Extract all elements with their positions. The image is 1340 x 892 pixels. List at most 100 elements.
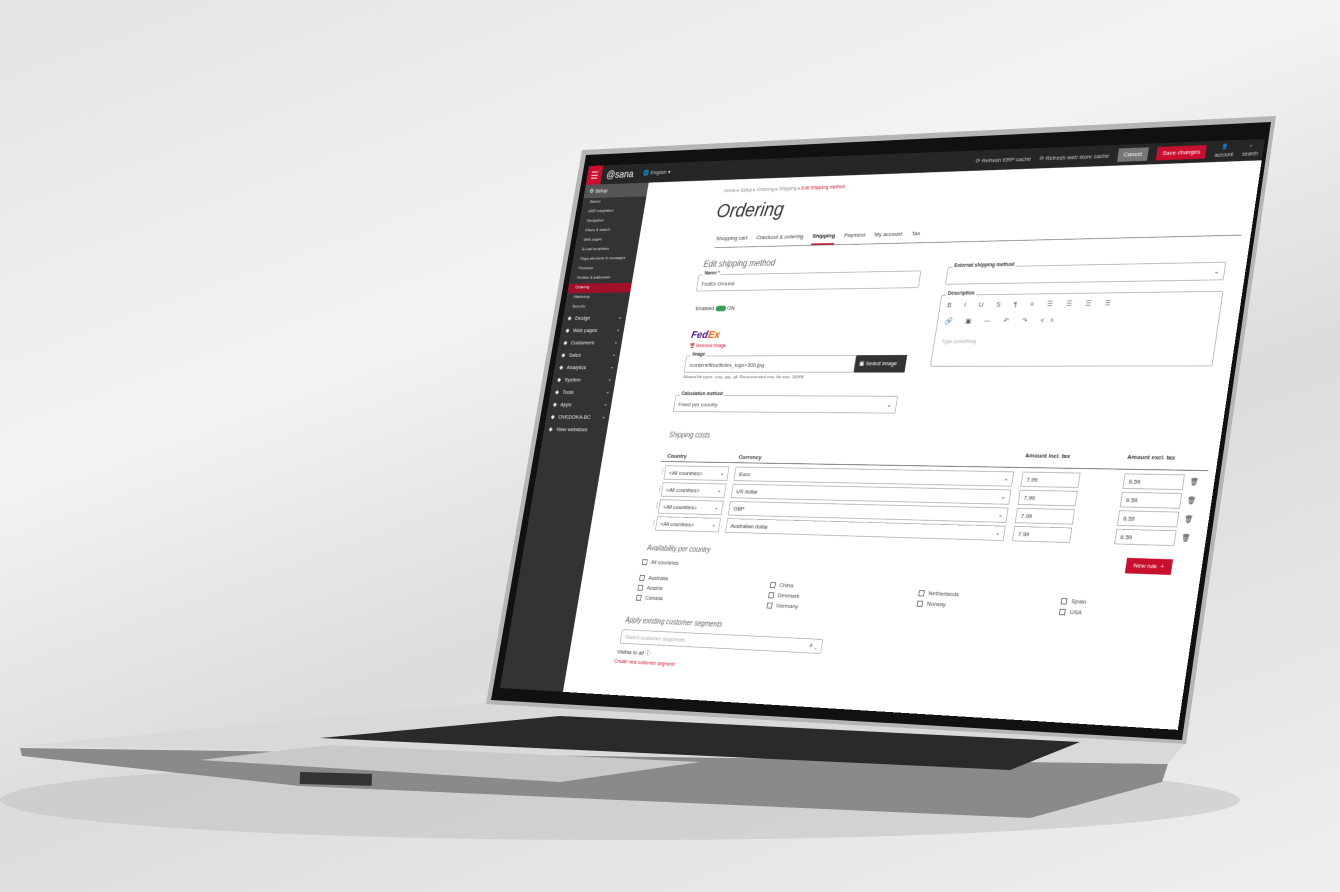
country-select[interactable]: <All countries> ⌄ <box>657 499 724 516</box>
country-select[interactable]: <All countries> ⌄ <box>654 516 721 533</box>
sidebar-item-view-webstore[interactable]: ◆ View webstore <box>543 423 608 436</box>
image-field[interactable]: Image /content/files/fedex_logo=300.jpg <box>683 352 857 373</box>
checkbox-germany[interactable]: Germany <box>766 602 799 610</box>
tab-tax[interactable]: Tax <box>911 230 921 237</box>
checkbox-denmark[interactable]: Denmark <box>768 592 800 599</box>
select-image-label: Select image <box>865 360 898 367</box>
delete-icon[interactable]: 🗑 <box>1189 477 1200 486</box>
account-button[interactable]: 👤 account <box>1214 142 1235 159</box>
name-label: Name * <box>702 270 722 276</box>
sidebar-item-label: Design <box>574 314 591 322</box>
sidebar-item-web-pages[interactable]: ◆ Web pages ⌄ <box>560 324 625 337</box>
amount-excl-tax-input[interactable]: 6.59 <box>1122 473 1185 491</box>
checkbox-austria[interactable]: Austria <box>637 584 663 591</box>
checkbox-spain[interactable]: Spain <box>1061 597 1087 606</box>
delete-icon[interactable]: 🗑 <box>1181 533 1191 542</box>
delete-icon[interactable]: 🗑 <box>1183 515 1194 524</box>
tab-payment[interactable]: Payment <box>843 231 866 239</box>
country-select[interactable]: <All countries> ⌄ <box>663 465 730 481</box>
calculation-method-select[interactable]: Calculation method Fixed per country ⌄ <box>672 391 899 414</box>
enabled-toggle[interactable]: Enabled ON <box>695 305 735 312</box>
amount-incl-tax-input[interactable]: 7.99 <box>1020 471 1081 488</box>
chevron-down-icon: ⌄ <box>995 529 1001 537</box>
pages-icon: ◆ <box>565 327 570 334</box>
editor-toolbar-row2[interactable]: 🔗 ▣ — ↶ ↷ <> <box>944 316 1061 325</box>
tab-bar: Shopping cart Checkout & ordering Shipping… <box>714 221 1244 248</box>
amount-excl-tax-input[interactable]: 6.59 <box>1114 528 1177 547</box>
select-image-button[interactable]: ▣ Select image <box>853 354 908 373</box>
editor-toolbar[interactable]: B I U S ¶ ≡ ☰ ☰ ☰ ☰ <box>946 299 1118 309</box>
chevron-down-icon: ⌄ <box>713 504 720 511</box>
remove-image-link[interactable]: 🗑 Remove image <box>688 343 727 349</box>
visible-to-all: Visible to all ⓘ <box>617 648 651 658</box>
name-field[interactable]: Name * FedEx Ground <box>695 270 922 292</box>
save-changes-button[interactable]: Save changes <box>1155 145 1208 161</box>
sana-admin-screen: ☰ @sana 🌐 English ▾ ⟳ Refresh ERP cache … <box>499 138 1265 730</box>
description-editor[interactable]: Description B I U S ¶ ≡ ☰ ☰ ☰ ☰ 🔗 ▣ — ↶ … <box>930 290 1224 367</box>
country-value: <All countries> <box>668 469 704 477</box>
apps-icon: ◆ <box>552 401 558 408</box>
tab-my-account[interactable]: My account <box>874 230 903 238</box>
breadcrumb-item[interactable]: Edit Shipping method <box>800 184 846 192</box>
hamburger-menu-icon[interactable]: ☰ <box>585 165 604 185</box>
checkbox-china[interactable]: China <box>770 581 794 589</box>
breadcrumb-item[interactable]: Ordering <box>756 187 775 193</box>
search-button[interactable]: ⌕ search <box>1241 141 1259 158</box>
checkbox-norway[interactable]: Norway <box>917 600 946 608</box>
sidebar-item-tools[interactable]: ◆ Tools ⌄ <box>549 386 614 399</box>
refresh-web-cache-button[interactable]: ⟳ Refresh web store cache <box>1038 152 1110 162</box>
sidebar-item-design[interactable]: ◆ Design ⌄ <box>562 312 627 325</box>
calc-value: Fixed per country <box>677 401 719 408</box>
chevron-down-icon: ⌄ <box>886 400 893 409</box>
sidebar-item-ovedoka-bc[interactable]: ◆ OVEDOKA-BC ⌄ <box>545 411 610 424</box>
brand-name: sana <box>614 168 635 180</box>
chevron-down-icon: ⌄ <box>719 469 725 477</box>
tab-checkout-ordering[interactable]: Checkout & ordering <box>755 233 804 241</box>
checkbox-canada[interactable]: Canada <box>636 594 664 601</box>
sidebar-item-label: Analytics <box>566 364 587 371</box>
amount-excl-tax-input[interactable]: 6.59 <box>1116 510 1180 528</box>
refresh-erp-cache-button[interactable]: ⟳ Refresh ERP cache <box>975 155 1032 164</box>
breadcrumb-item[interactable]: Shipping <box>778 186 797 192</box>
checkbox-netherlands[interactable]: Netherlands <box>918 589 959 598</box>
external-shipping-method-select[interactable]: External shipping method ⌄ <box>945 261 1227 285</box>
chevron-down-icon: ⌄ <box>601 413 607 420</box>
cart-icon: ◆ <box>561 352 566 359</box>
sidebar-item-system[interactable]: ◆ System ⌄ <box>551 374 616 386</box>
language-selector[interactable]: 🌐 English ▾ <box>642 168 671 177</box>
amount-incl-tax-input[interactable]: 7.99 <box>1014 507 1076 525</box>
currency-select[interactable]: Euro ⌄ <box>733 466 1015 487</box>
chevron-down-icon: ⌄ <box>613 338 619 345</box>
toggle-switch[interactable] <box>715 305 727 312</box>
chevron-down-icon: ⌄ <box>1213 267 1221 276</box>
tab-shipping[interactable]: Shipping <box>811 232 836 245</box>
sidebar-item-analytics[interactable]: ◆ Analytics ⌄ <box>554 361 619 373</box>
checkbox-usa[interactable]: USA <box>1059 608 1082 616</box>
tab-shopping-cart[interactable]: Shopping cart <box>715 234 748 242</box>
create-segment-link[interactable]: Create new customer segment <box>613 659 675 668</box>
laptop-notch <box>299 772 372 786</box>
delete-icon[interactable]: 🗑 <box>1186 496 1197 505</box>
new-rule-button[interactable]: New rule + <box>1124 557 1173 575</box>
store-icon: ◆ <box>550 413 556 420</box>
country-value: <All countries> <box>659 520 695 529</box>
country-select[interactable]: <All countries> ⌄ <box>660 482 727 498</box>
page-title: Ordering <box>715 198 786 222</box>
chevron-down-icon: ⌄ <box>716 487 723 494</box>
checkbox-australia[interactable]: Australia <box>639 574 669 582</box>
sidebar-item-customers[interactable]: ◆ Customers ⌄ <box>558 337 623 350</box>
cancel-button[interactable]: Cancel <box>1116 147 1149 162</box>
header-incl-tax: Amount incl. tax <box>1024 452 1071 460</box>
name-value: FedEx Ground <box>701 280 736 288</box>
amount-incl-tax-input[interactable]: 7.99 <box>1011 526 1073 543</box>
system-icon: ◆ <box>556 376 562 383</box>
availability-title: Availability per country <box>646 544 712 555</box>
amount-incl-tax-input[interactable]: 7.99 <box>1017 489 1078 507</box>
currency-value: US dollar <box>735 488 759 496</box>
sidebar-item-label: View webstore <box>555 426 589 433</box>
checkbox-all-countries[interactable]: All countries <box>642 559 679 566</box>
description-placeholder: Type something <box>941 339 977 345</box>
sidebar-item-apps[interactable]: ◆ Apps ⌄ <box>547 399 612 412</box>
sidebar-item-sales[interactable]: ◆ Sales ⌄ <box>556 349 621 362</box>
amount-excl-tax-input[interactable]: 6.59 <box>1119 491 1183 509</box>
